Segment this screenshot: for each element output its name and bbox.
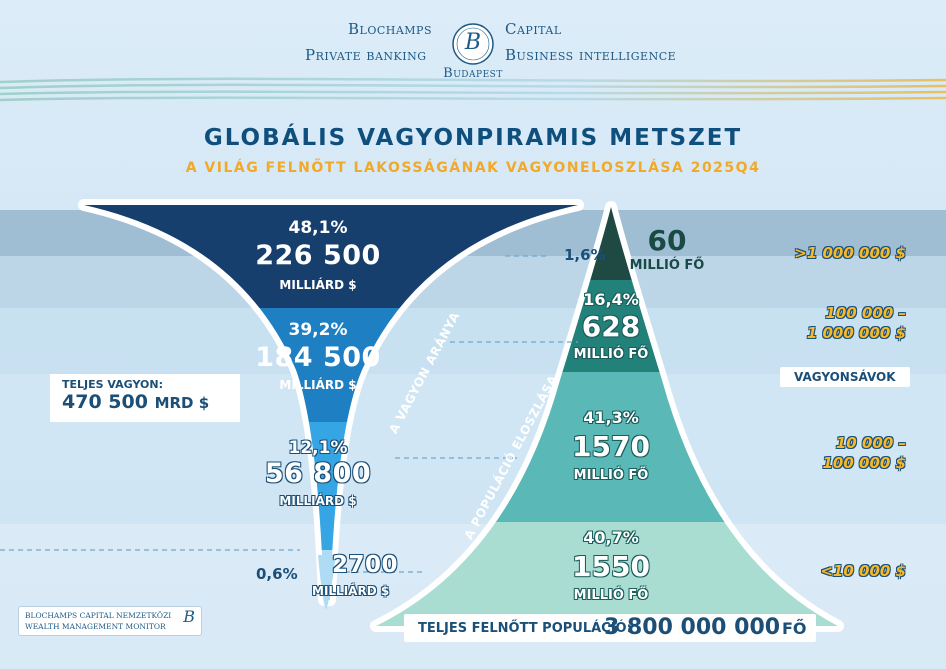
population-pct-3: 41,3% bbox=[583, 408, 639, 427]
total-population-label: TELJES FELNŐTT POPULÁCIÓ: bbox=[418, 621, 632, 636]
total-wealth-box: TELJES VAGYON: 470 500 MRD $ bbox=[50, 374, 240, 422]
total-wealth-unit: MRD $ bbox=[154, 394, 210, 412]
brand-city: Budapest bbox=[443, 66, 503, 81]
population-value-2: 628 bbox=[581, 310, 641, 343]
decorative-stripes bbox=[0, 77, 946, 102]
wealth-value-1: 226 500 bbox=[255, 240, 381, 271]
population-unit-3: MILLIÓ FŐ bbox=[573, 468, 649, 483]
wealth-value-4: 2700 bbox=[332, 552, 399, 578]
population-unit-4: MILLIÓ FŐ bbox=[573, 588, 649, 603]
wealth-bands-badge: VAGYONSÁVOK bbox=[780, 367, 910, 387]
wealth-pct-1: 48,1% bbox=[288, 218, 348, 238]
wealth-band-2-line1: 100 000 – bbox=[825, 304, 906, 322]
population-unit-1: MILLIÓ FŐ bbox=[629, 258, 705, 273]
wealth-pct-4: 0,6% bbox=[256, 565, 298, 583]
total-wealth-label: TELJES VAGYON: bbox=[62, 378, 163, 391]
monitor-badge: BLOCHAMPS CAPITAL NEMZETKÖZI WEALTH MANA… bbox=[18, 606, 202, 636]
population-unit-2: MILLIÓ FŐ bbox=[573, 347, 649, 362]
total-population-box: TELJES FELNŐTT POPULÁCIÓ: 3 800 000 000 … bbox=[404, 614, 816, 642]
brand-logo bbox=[452, 23, 494, 65]
brand-name: Blochamps bbox=[348, 20, 432, 38]
wealth-value-3: 56 800 bbox=[264, 458, 372, 489]
total-population-unit: FŐ bbox=[782, 619, 807, 638]
total-population-value: 3 800 000 000 bbox=[604, 615, 781, 640]
connector-lines bbox=[0, 255, 578, 573]
wealth-band-1: >1 000 000 $ bbox=[794, 244, 906, 262]
page-title: GLOBÁLIS VAGYONPIRAMIS METSZET bbox=[203, 125, 743, 151]
population-pct-2: 16,4% bbox=[583, 290, 639, 309]
total-wealth-value: 470 500 bbox=[62, 391, 148, 413]
brand-business-intelligence: Business intelligence bbox=[505, 46, 677, 64]
population-value-1: 60 bbox=[647, 224, 687, 257]
wealth-band-3-line2: 100 000 $ bbox=[822, 454, 906, 472]
wealth-value-2: 184 500 bbox=[255, 342, 381, 373]
wealth-band-2-line2: 1 000 000 $ bbox=[806, 324, 906, 342]
wealth-unit-1: MILLIÁRD $ bbox=[279, 278, 357, 292]
brand-logo-letter: B bbox=[464, 30, 482, 55]
population-value-3: 1570 bbox=[572, 430, 650, 463]
wealth-unit-2: MILLIÁRD $ bbox=[279, 378, 357, 392]
wealth-pct-2: 39,2% bbox=[288, 320, 348, 340]
wealth-unit-4: MILLIÁRD $ bbox=[312, 584, 390, 598]
wealth-band-4: <10 000 $ bbox=[820, 562, 906, 580]
page-subtitle: A VILÁG FELNŐTT LAKOSSÁGÁNAK VAGYONELOSZ… bbox=[185, 160, 761, 176]
wealth-pct-3: 12,1% bbox=[288, 438, 348, 458]
wealth-band-3-line1: 10 000 – bbox=[835, 434, 906, 452]
population-pct-4: 40,7% bbox=[583, 528, 639, 547]
monitor-line-1: BLOCHAMPS CAPITAL NEMZETKÖZI bbox=[25, 611, 172, 620]
brand-private-banking: Private banking bbox=[305, 46, 427, 64]
wealth-unit-3: MILLIÁRD $ bbox=[279, 494, 357, 508]
monitor-logo-letter: B bbox=[183, 607, 195, 626]
brand-capital: Capital bbox=[505, 20, 562, 38]
total-wealth-value-line: 470 500 MRD $ bbox=[62, 391, 240, 413]
monitor-line-2: WEALTH MANAGEMENT MONITOR bbox=[25, 622, 166, 631]
population-value-4: 1550 bbox=[572, 550, 650, 583]
population-pct-1: 1,6% bbox=[564, 246, 606, 264]
